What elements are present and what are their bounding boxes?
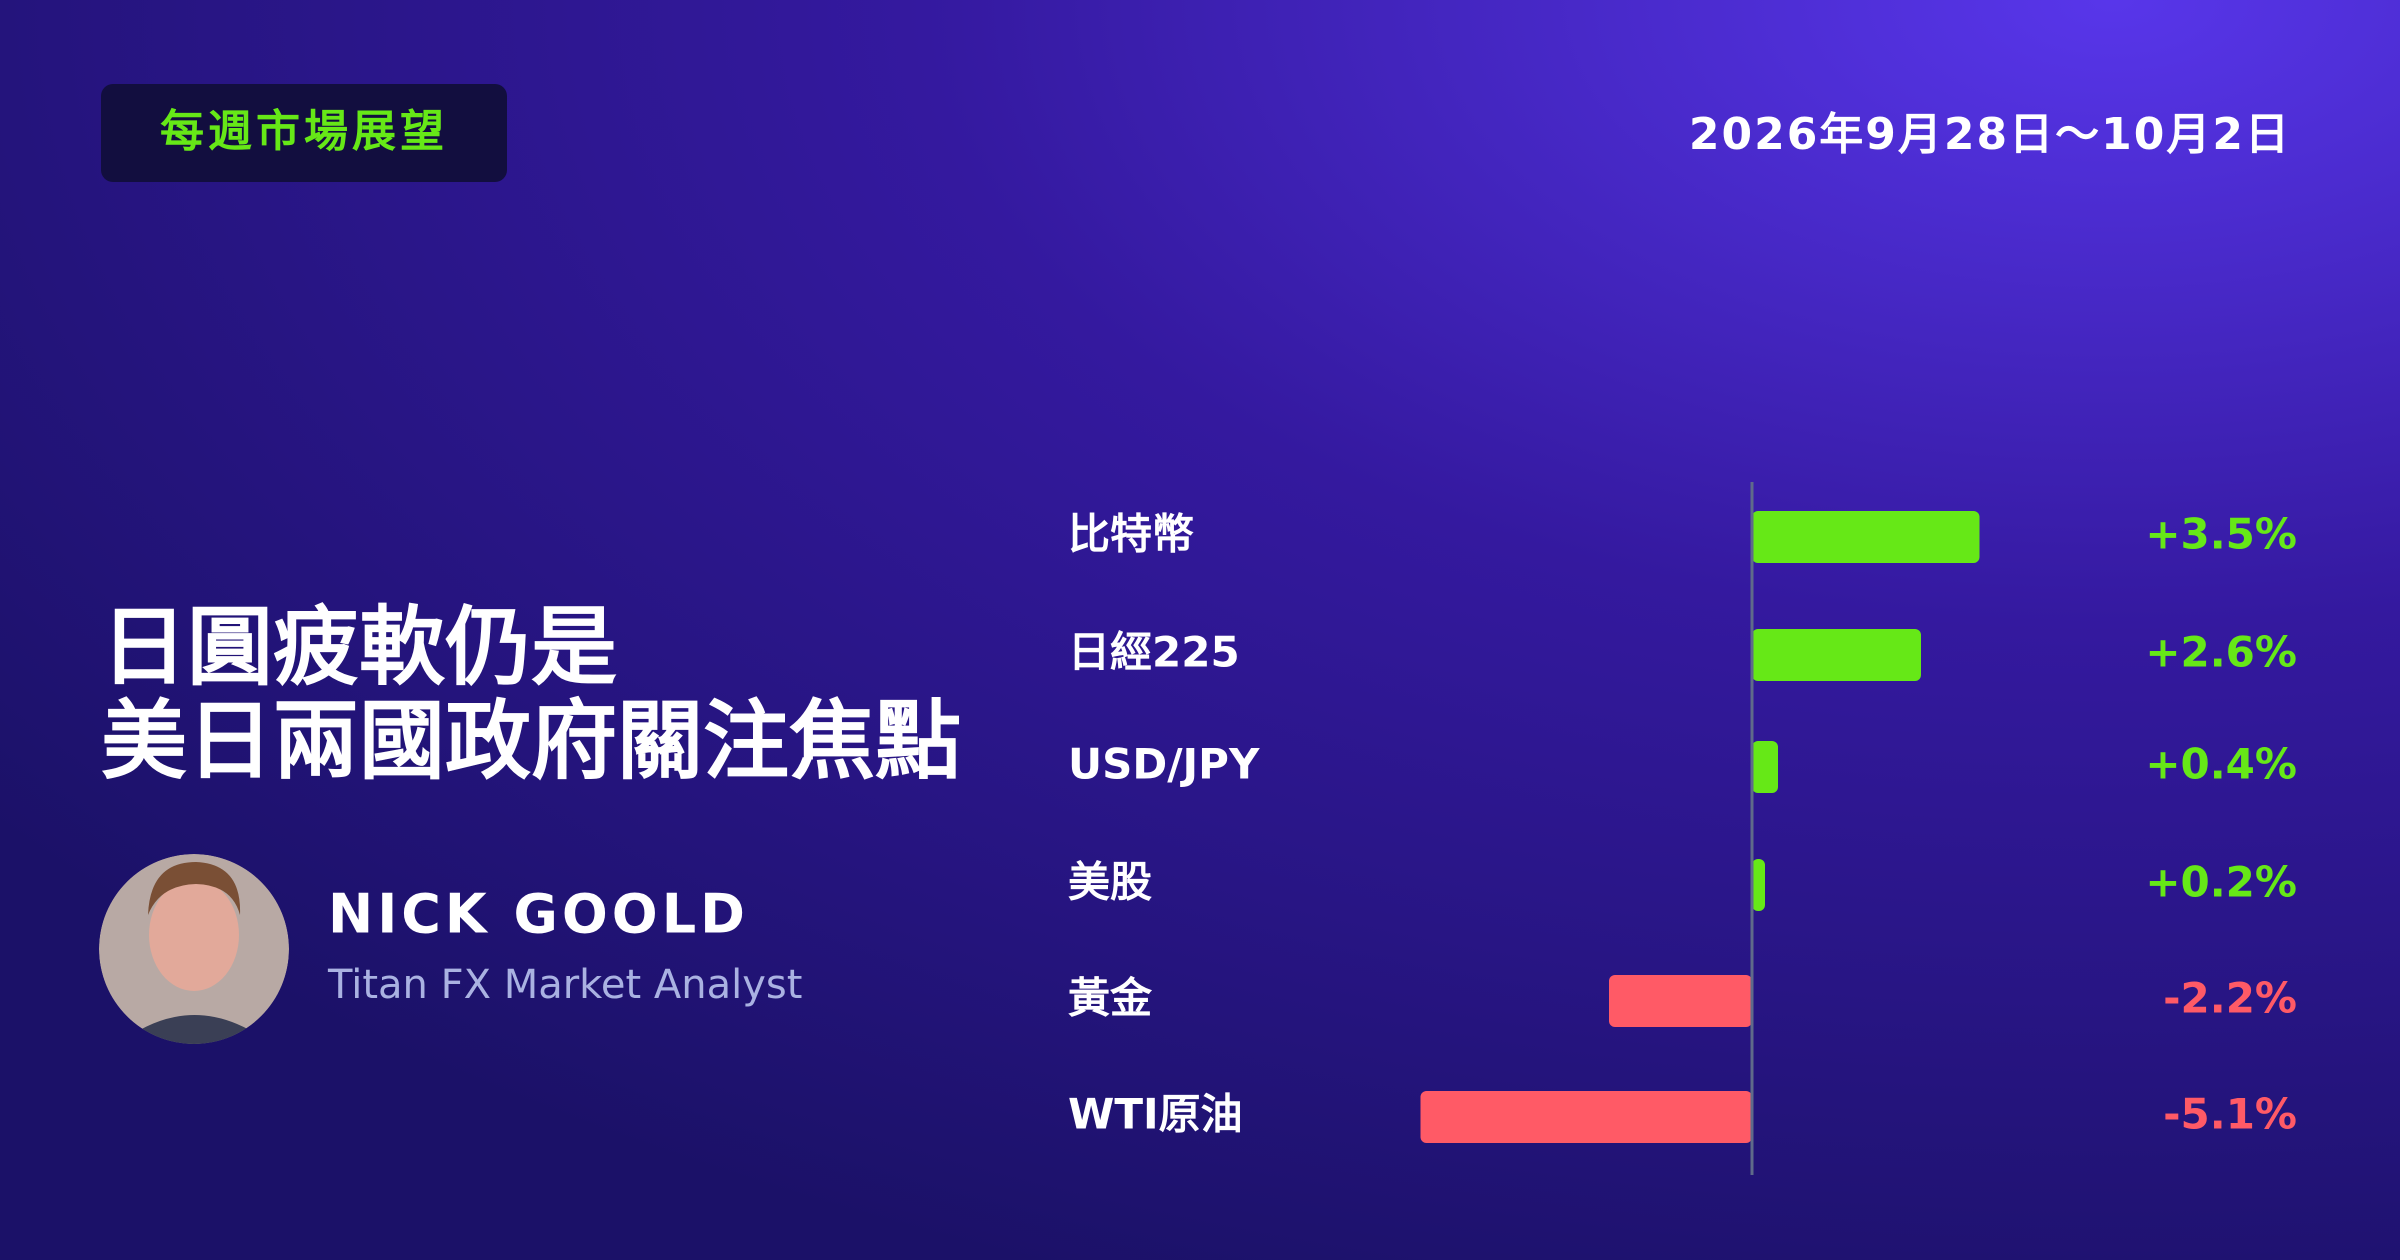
author-role: Titan FX Market Analyst	[327, 962, 802, 1008]
headline-line: 美日兩國政府關注焦點	[101, 691, 961, 791]
date: 2026年9月28日～10月2日	[1689, 109, 2291, 160]
bar	[1752, 511, 1980, 563]
category-label: 美股	[1068, 858, 1152, 907]
avatar-face	[149, 879, 239, 991]
category-label: 比特幣	[1068, 510, 1194, 559]
badge-text: 每週市場展望	[160, 106, 448, 157]
badge	[101, 84, 507, 182]
category-label: 日經225	[1068, 628, 1240, 677]
bar	[1420, 1091, 1752, 1143]
avatar	[99, 854, 289, 1044]
headline-line: 日圓疲軟仍是	[101, 597, 617, 697]
bar	[1609, 975, 1752, 1027]
value-label: +0.2%	[2145, 858, 2297, 907]
bar	[1752, 741, 1778, 793]
bar	[1752, 859, 1765, 911]
avatar-hair	[148, 862, 241, 915]
value-label: +3.5%	[2145, 510, 2297, 559]
value-label: -5.1%	[2163, 1090, 2297, 1139]
category-label: 黃金	[1068, 974, 1153, 1023]
category-label: USD/JPY	[1068, 740, 1260, 789]
chart: 比特幣 +3.5% 日經225 +2.6% USD/JPY +0.4% 美股 +0.2% 黃金 -…	[1068, 482, 2297, 1175]
author-name: NICK GOOLD	[328, 883, 749, 946]
value-label: +0.4%	[2145, 740, 2297, 789]
bar	[1752, 629, 1921, 681]
avatar-shoulders	[100, 1015, 289, 1044]
value-label: -2.2%	[2163, 974, 2297, 1023]
category-label: WTI原油	[1068, 1090, 1243, 1139]
value-label: +2.6%	[2145, 628, 2297, 677]
